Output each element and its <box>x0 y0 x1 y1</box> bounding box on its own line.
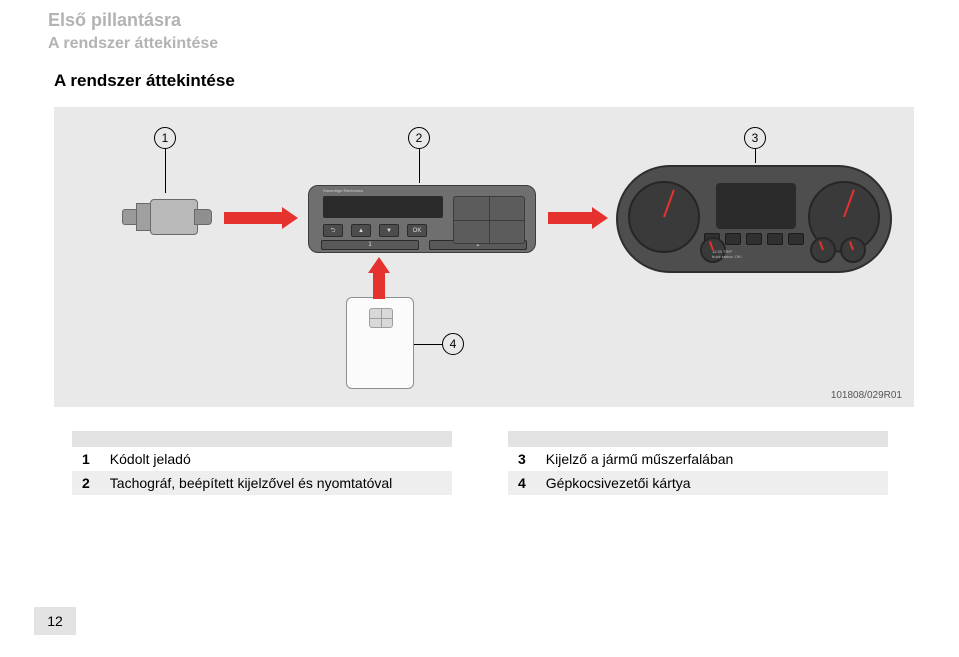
tacho-printer <box>453 196 525 244</box>
driver-card-graphic <box>346 297 414 389</box>
cluster-lcd <box>716 183 796 229</box>
legend-num: 4 <box>508 471 536 495</box>
tacho-btn-back: ⮌ <box>323 224 343 237</box>
legend-text: Kódolt jeladó <box>100 447 452 471</box>
tachograph-graphic: Stoneridge Electronics ⮌ ▲ ▼ OK 1 2 <box>308 185 536 253</box>
callout-4: 4 <box>442 333 464 355</box>
diagram-reference: 101808/029R01 <box>831 390 902 401</box>
callout-1-line <box>165 149 166 193</box>
arrow-card-to-tacho <box>368 257 390 299</box>
page-number: 12 <box>34 607 76 635</box>
tacho-btn-ok: OK <box>407 224 427 237</box>
legend-text: Kijelző a jármű műszerfalában <box>536 447 888 471</box>
callout-2: 2 <box>408 127 430 149</box>
legend-num: 1 <box>72 447 100 471</box>
legend-num: 3 <box>508 447 536 471</box>
legend-text: Tachográf, beépített kijelzővel és nyomt… <box>100 471 452 495</box>
page-header-subtitle: A rendszer áttekintése <box>48 35 919 53</box>
legend-text: Gépkocsivezetői kártya <box>536 471 888 495</box>
encoder-sensor-graphic <box>122 195 210 239</box>
arrow-tacho-to-cluster <box>548 207 608 229</box>
tacho-screen <box>323 196 443 218</box>
gauge-small-3 <box>840 237 866 263</box>
table-row: 3 Kijelző a jármű műszerfalában <box>508 447 888 471</box>
table-row: 2 Tachográf, beépített kijelzővel és nyo… <box>72 471 452 495</box>
dashboard-cluster-graphic: 12:30 TRIPtruck status: OK! <box>616 165 892 273</box>
tacho-buttons: ⮌ ▲ ▼ OK <box>323 224 427 237</box>
callout-2-line <box>419 149 420 183</box>
tacho-logo: Stoneridge Electronics <box>323 188 363 193</box>
section-title: A rendszer áttekintése <box>54 71 919 91</box>
tacho-slot-1: 1 <box>321 240 419 250</box>
table-row: 1 Kódolt jeladó <box>72 447 452 471</box>
tacho-btn-up: ▲ <box>351 224 371 237</box>
cluster-text: 12:30 TRIPtruck status: OK! <box>712 249 742 259</box>
table-row: 4 Gépkocsivezetői kártya <box>508 471 888 495</box>
gauge-small-2 <box>810 237 836 263</box>
tacho-btn-down: ▼ <box>379 224 399 237</box>
callout-3: 3 <box>744 127 766 149</box>
callout-4-line <box>414 344 442 345</box>
page-header-title: Első pillantásra <box>48 10 919 31</box>
legend-tables: 1 Kódolt jeladó 2 Tachográf, beépített k… <box>72 431 919 495</box>
arrow-encoder-to-tacho <box>224 207 298 229</box>
card-chip-icon <box>369 308 393 328</box>
callout-1: 1 <box>154 127 176 149</box>
legend-left: 1 Kódolt jeladó 2 Tachográf, beépített k… <box>72 431 452 495</box>
system-overview-diagram: 1 2 3 4 Stoneridge Electronics ⮌ ▲ ▼ OK … <box>54 107 914 407</box>
legend-num: 2 <box>72 471 100 495</box>
callout-3-line <box>755 149 756 163</box>
legend-right: 3 Kijelző a jármű műszerfalában 4 Gépkoc… <box>508 431 888 495</box>
gauge-speedometer <box>628 181 700 253</box>
